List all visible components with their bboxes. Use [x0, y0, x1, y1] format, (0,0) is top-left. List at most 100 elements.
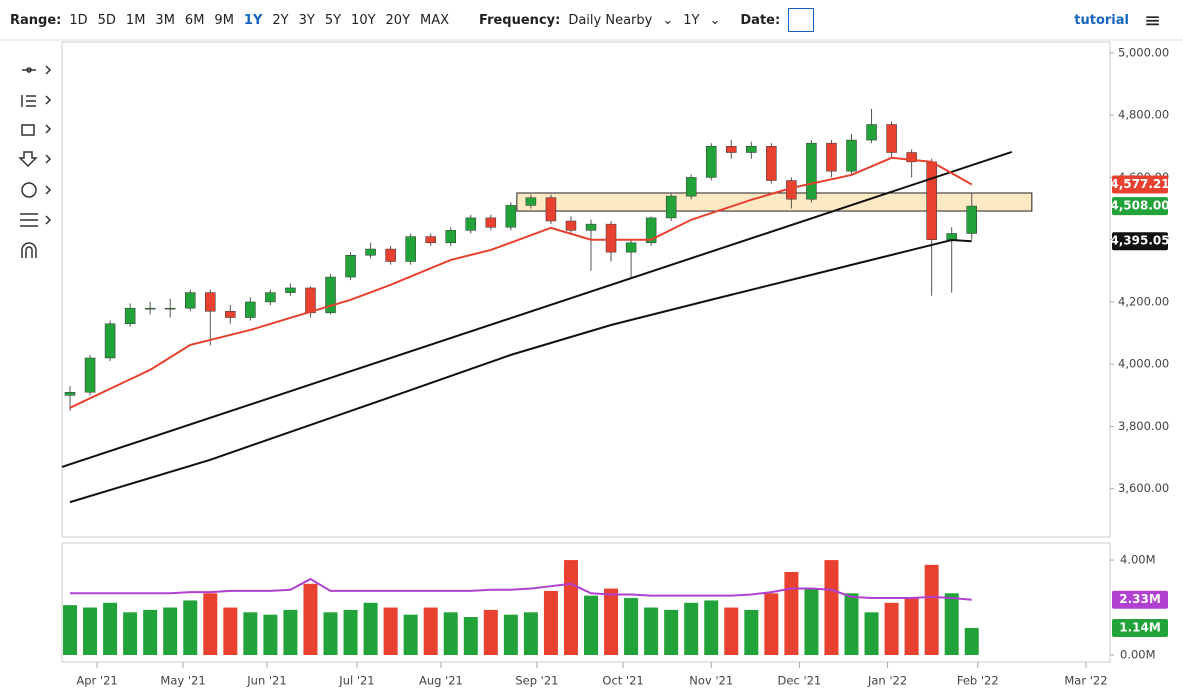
toolbar: Range: 1D 5D 1M 3M 6M 9M 1Y 2Y 3Y 5Y 10Y 20Y MAX Fre…: [0, 0, 1183, 40]
volume-bar: [143, 609, 158, 655]
volume-bar: [103, 602, 118, 655]
range-option[interactable]: 1M: [125, 12, 146, 28]
volume-average: [70, 577, 972, 601]
volume-bar: [183, 600, 198, 655]
y-tick-label: 3,800.00: [1118, 419, 1169, 433]
average-tag-label: 4,577.21: [1110, 177, 1169, 191]
y-tick-label: 0.00M: [1120, 648, 1156, 662]
volume-tag: [1112, 618, 1168, 637]
range-option[interactable]: 10Y: [351, 12, 376, 28]
volume-bar: [63, 605, 78, 655]
candle-body: [726, 146, 737, 153]
candle-body: [886, 124, 897, 153]
candle-body: [164, 307, 176, 310]
x-tick-label: Jul '21: [338, 674, 374, 688]
candle-body: [205, 292, 216, 312]
volume-bar: [443, 612, 458, 655]
candle-body: [746, 146, 757, 153]
candle-body: [184, 292, 196, 309]
volume-frame: [61, 542, 1111, 663]
volume-bar: [964, 627, 979, 655]
volume-bar: [83, 607, 98, 655]
candle-body: [926, 161, 937, 240]
y-tick-label: 4,000.00: [1118, 357, 1169, 371]
frequency-label: Frequency:: [479, 12, 561, 28]
candle-body: [385, 248, 396, 262]
volume-bar: [644, 607, 659, 655]
candle-body: [405, 236, 416, 262]
candle-body: [104, 323, 116, 359]
x-tick-label: Mar '22: [1064, 674, 1107, 688]
candle-body: [525, 197, 537, 206]
candle-body: [665, 195, 677, 219]
volume-bar: [804, 588, 819, 655]
range-option[interactable]: 3Y: [298, 12, 315, 28]
range-option[interactable]: MAX: [420, 12, 450, 28]
range-option[interactable]: 6M: [184, 12, 205, 28]
range-option[interactable]: 1D: [69, 12, 88, 28]
volume-bar: [543, 590, 558, 655]
candle-body: [225, 311, 236, 318]
x-tick-label: Sep '21: [515, 674, 558, 688]
volume-bar: [523, 612, 538, 655]
range-option[interactable]: 3M: [155, 12, 175, 28]
range-option[interactable]: 1Y: [243, 12, 263, 28]
candle-body: [545, 197, 557, 222]
candle-body: [866, 124, 877, 141]
average-tag: [1112, 232, 1168, 251]
menu-button[interactable]: ≡: [1144, 8, 1161, 32]
average-tag-label: 4,395.05: [1110, 234, 1169, 248]
candle-body: [605, 223, 617, 253]
volume-bar: [343, 609, 358, 655]
range-option[interactable]: 2Y: [272, 12, 289, 28]
candle-body: [345, 255, 356, 278]
volume-bar: [844, 593, 859, 655]
volume-bar: [824, 560, 839, 655]
candle-body: [265, 292, 276, 303]
x-tick-label: Apr '21: [76, 674, 117, 688]
volume-average-tag: [1112, 590, 1168, 609]
volume-bar: [784, 571, 799, 655]
volume-bar: [483, 609, 498, 655]
date-picker[interactable]: [788, 8, 815, 32]
volume-bar: [363, 602, 378, 655]
range-option[interactable]: 20Y: [385, 12, 411, 28]
y-tick-label: 4,200.00: [1118, 294, 1169, 308]
frequency-select[interactable]: Daily Nearby: [568, 12, 653, 28]
candle-body: [585, 223, 597, 231]
volume-bar: [744, 609, 759, 655]
y-tick-label: 4,800.00: [1118, 108, 1169, 122]
y-tick-label: 5,000.00: [1118, 45, 1169, 59]
candle-body: [485, 217, 497, 228]
x-tick-label: May '21: [160, 674, 205, 688]
drawing-tools: [18, 65, 52, 258]
range-option[interactable]: 9M: [214, 12, 234, 28]
tutorial-link[interactable]: tutorial: [1074, 12, 1129, 28]
x-tick-label: Jun '21: [246, 674, 286, 688]
volume-bar: [924, 564, 939, 655]
volume-bar: [664, 609, 679, 655]
volume-bar: [764, 593, 779, 655]
volume-bar: [283, 609, 298, 655]
volume-bar: [163, 607, 178, 655]
candle-body: [465, 217, 477, 231]
range-option[interactable]: 5D: [97, 12, 116, 28]
candle-body: [325, 276, 336, 314]
range-option[interactable]: 5Y: [324, 12, 342, 28]
average-tag: [1112, 175, 1168, 194]
volume-tag-label: 1.14M: [1119, 620, 1161, 634]
dropdown-arrow: ⌄: [709, 12, 721, 28]
dropdown-arrow: ⌄: [662, 12, 674, 28]
volume-bar: [584, 595, 599, 655]
candle-body: [966, 205, 977, 234]
volume-bar: [323, 612, 338, 655]
volume-bar: [223, 607, 238, 655]
candle-body: [645, 217, 657, 244]
period-select[interactable]: 1Y: [683, 12, 700, 28]
candle-body: [365, 248, 376, 256]
volume-bar: [383, 607, 398, 655]
x-tick-label: Nov '21: [689, 674, 733, 688]
candle-body: [906, 152, 917, 163]
